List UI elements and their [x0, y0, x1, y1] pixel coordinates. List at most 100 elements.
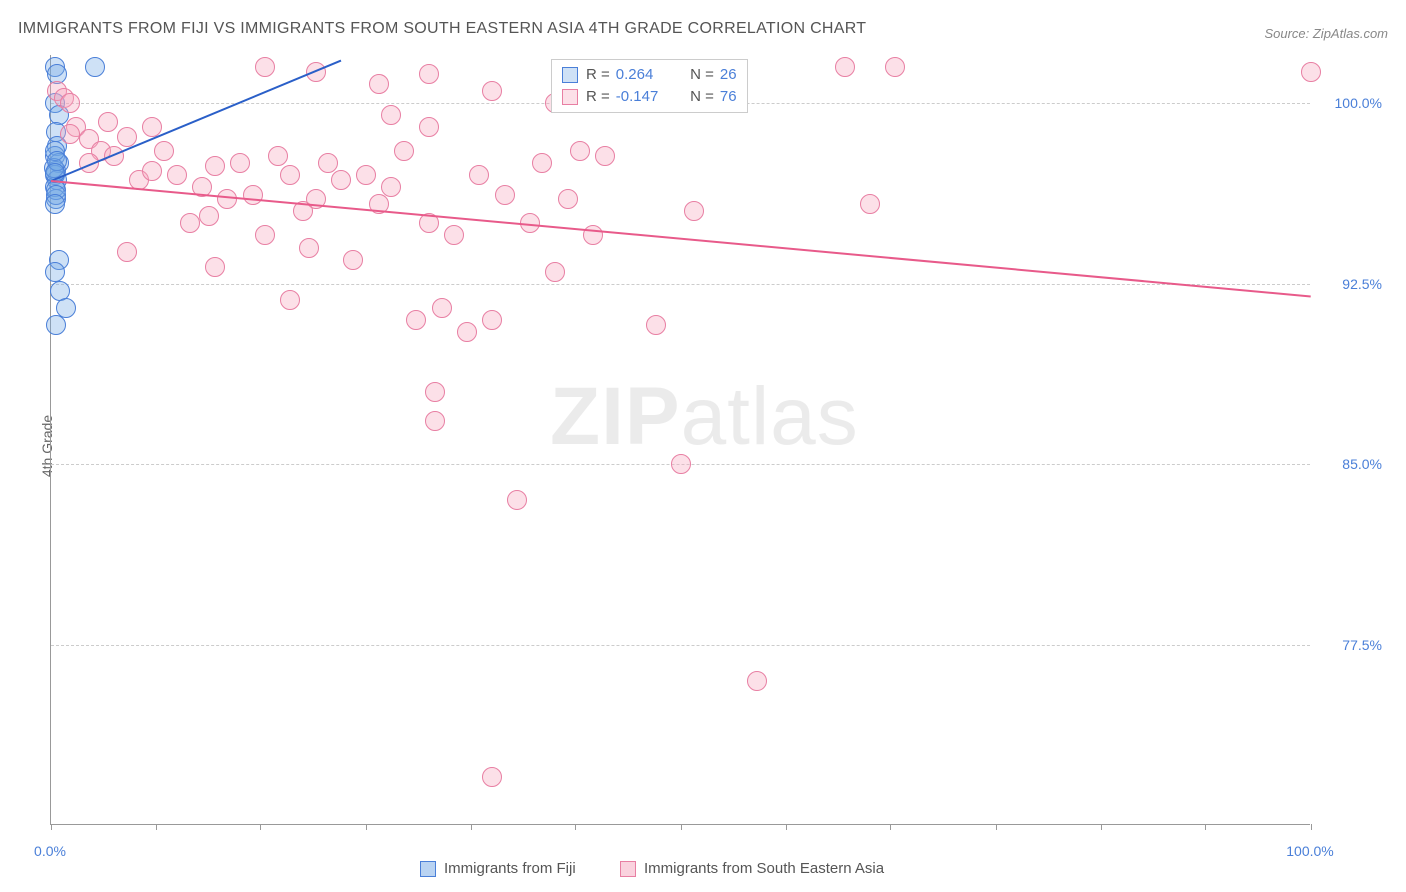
scatter-point: [255, 225, 275, 245]
stats-row: R = 0.264 N = 26: [562, 64, 737, 86]
legend-swatch: [562, 89, 578, 105]
x-tick: [1205, 824, 1206, 830]
x-tick: [156, 824, 157, 830]
scatter-point: [545, 262, 565, 282]
scatter-point: [394, 141, 414, 161]
scatter-point: [570, 141, 590, 161]
legend-label: Immigrants from South Eastern Asia: [644, 860, 884, 877]
scatter-point: [671, 454, 691, 474]
scatter-point: [532, 153, 552, 173]
gridline: [51, 645, 1310, 646]
scatter-point: [299, 238, 319, 258]
y-tick-label: 100.0%: [1335, 95, 1382, 111]
source-label: Source: ZipAtlas.com: [1264, 26, 1388, 41]
scatter-point: [457, 322, 477, 342]
scatter-point: [117, 127, 137, 147]
scatter-point: [482, 767, 502, 787]
scatter-point: [331, 170, 351, 190]
x-tick: [366, 824, 367, 830]
chart-title: IMMIGRANTS FROM FIJI VS IMMIGRANTS FROM …: [18, 20, 866, 38]
scatter-point: [45, 262, 65, 282]
scatter-point: [507, 490, 527, 510]
x-tick: [575, 824, 576, 830]
scatter-point: [60, 93, 80, 113]
stats-r-label: R =: [586, 64, 610, 86]
scatter-point: [154, 141, 174, 161]
scatter-point: [343, 250, 363, 270]
scatter-point: [60, 124, 80, 144]
stats-box: R = 0.264 N = 26R = -0.147 N = 76: [551, 59, 748, 113]
scatter-point: [98, 112, 118, 132]
scatter-point: [646, 315, 666, 335]
scatter-point: [45, 194, 65, 214]
scatter-point: [381, 105, 401, 125]
stats-n-label: N =: [682, 86, 714, 108]
scatter-point: [444, 225, 464, 245]
legend-swatch: [562, 67, 578, 83]
scatter-point: [205, 156, 225, 176]
scatter-point: [419, 117, 439, 137]
scatter-point: [381, 177, 401, 197]
stats-r-value: 0.264: [616, 64, 676, 86]
scatter-point: [230, 153, 250, 173]
legend-swatch: [620, 861, 636, 877]
y-tick-label: 85.0%: [1342, 456, 1382, 472]
bottom-legend-item: Immigrants from Fiji: [420, 860, 576, 877]
scatter-point: [747, 671, 767, 691]
x-tick: [1101, 824, 1102, 830]
scatter-point: [142, 161, 162, 181]
bottom-legend-item: Immigrants from South Eastern Asia: [620, 860, 884, 877]
scatter-point: [369, 74, 389, 94]
scatter-point: [835, 57, 855, 77]
x-tick: [471, 824, 472, 830]
scatter-point: [860, 194, 880, 214]
scatter-point: [46, 315, 66, 335]
scatter-point: [419, 64, 439, 84]
scatter-point: [117, 242, 137, 262]
legend-swatch: [420, 861, 436, 877]
scatter-point: [558, 189, 578, 209]
legend-label: Immigrants from Fiji: [444, 860, 576, 877]
plot-area: 100.0%92.5%85.0%77.5%R = 0.264 N = 26R =…: [50, 55, 1310, 825]
scatter-point: [432, 298, 452, 318]
scatter-point: [469, 165, 489, 185]
scatter-point: [199, 206, 219, 226]
scatter-point: [167, 165, 187, 185]
scatter-point: [180, 213, 200, 233]
scatter-point: [280, 290, 300, 310]
scatter-point: [243, 185, 263, 205]
scatter-point: [255, 57, 275, 77]
scatter-point: [425, 411, 445, 431]
scatter-point: [495, 185, 515, 205]
scatter-point: [595, 146, 615, 166]
scatter-point: [684, 201, 704, 221]
stats-n-value: 26: [720, 64, 737, 86]
x-tick: [996, 824, 997, 830]
scatter-point: [885, 57, 905, 77]
scatter-point: [482, 310, 502, 330]
scatter-point: [217, 189, 237, 209]
y-tick-label: 77.5%: [1342, 637, 1382, 653]
stats-n-label: N =: [682, 64, 714, 86]
x-tick: [260, 824, 261, 830]
stats-row: R = -0.147 N = 76: [562, 86, 737, 108]
trend-line: [51, 60, 342, 182]
stats-r-label: R =: [586, 86, 610, 108]
scatter-point: [425, 382, 445, 402]
scatter-point: [280, 165, 300, 185]
y-tick-label: 92.5%: [1342, 276, 1382, 292]
scatter-point: [406, 310, 426, 330]
scatter-point: [268, 146, 288, 166]
scatter-point: [1301, 62, 1321, 82]
scatter-point: [356, 165, 376, 185]
x-tick-label: 0.0%: [34, 843, 66, 859]
scatter-point: [205, 257, 225, 277]
x-tick: [890, 824, 891, 830]
x-tick: [786, 824, 787, 830]
scatter-point: [85, 57, 105, 77]
stats-n-value: 76: [720, 86, 737, 108]
gridline: [51, 284, 1310, 285]
x-tick: [1311, 824, 1312, 830]
x-tick: [51, 824, 52, 830]
stats-r-value: -0.147: [616, 86, 676, 108]
